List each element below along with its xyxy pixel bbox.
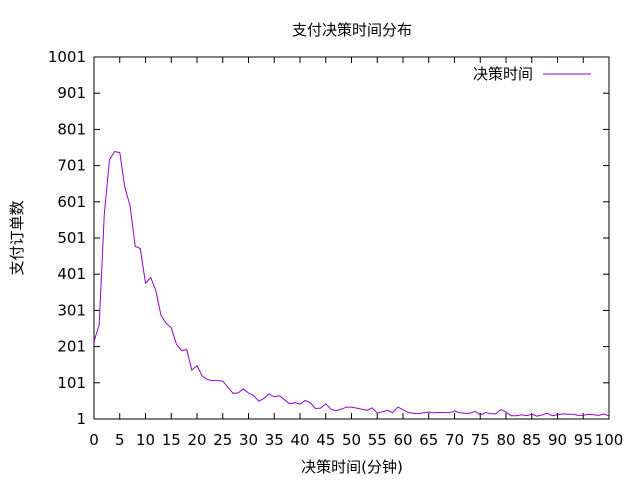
x-tick-label: 60 — [393, 431, 412, 449]
plot-frame — [93, 56, 610, 420]
x-tick-label: 15 — [162, 431, 181, 449]
y-tick-label: 601 — [57, 193, 86, 211]
x-tick-label: 30 — [239, 431, 258, 449]
y-tick-label: 201 — [57, 338, 86, 356]
y-tick-label: 1 — [76, 410, 86, 428]
x-tick-label: 75 — [471, 431, 490, 449]
x-tick-label: 80 — [496, 431, 515, 449]
axis-ticks — [93, 56, 610, 420]
legend: 决策时间 — [473, 65, 591, 83]
x-tick-labels: 0 5 10 15 20 25 30 35 40 45 50 55 60 65 70 75 80 85 90 95 10… — [89, 431, 623, 449]
x-tick-label: 35 — [265, 431, 284, 449]
x-tick-label: 40 — [290, 431, 309, 449]
x-tick-label: 25 — [213, 431, 232, 449]
series-layer — [93, 150, 610, 417]
x-tick-label: 95 — [574, 431, 593, 449]
x-tick-label: 50 — [342, 431, 361, 449]
y-tick-label: 301 — [57, 301, 86, 319]
y-tick-label: 501 — [57, 229, 86, 247]
y-tick-labels: 1 101 201 301 401 501 601 701 801 901 1001 — [48, 48, 86, 428]
y-tick-label: 1001 — [48, 48, 86, 66]
x-tick-label: 85 — [522, 431, 541, 449]
series-line — [93, 150, 610, 417]
y-tick-label: 701 — [57, 157, 86, 175]
x-tick-label: 10 — [136, 431, 155, 449]
x-tick-label: 70 — [445, 431, 464, 449]
x-tick-label: 5 — [115, 431, 125, 449]
legend-label: 决策时间 — [473, 65, 533, 83]
x-tick-label: 45 — [316, 431, 335, 449]
x-tick-label: 20 — [187, 431, 206, 449]
x-tick-label: 65 — [419, 431, 438, 449]
y-axis-label: 支付订单数 — [8, 200, 26, 275]
chart-title: 支付决策时间分布 — [292, 21, 412, 39]
y-tick-label: 901 — [57, 84, 86, 102]
x-tick-label: 0 — [89, 431, 99, 449]
y-tick-label: 401 — [57, 265, 86, 283]
y-tick-label: 801 — [57, 120, 86, 138]
x-tick-label: 100 — [595, 431, 624, 449]
x-tick-label: 90 — [548, 431, 567, 449]
y-tick-label: 101 — [57, 374, 86, 392]
x-axis-label: 决策时间(分钟) — [301, 458, 403, 476]
x-tick-label: 55 — [368, 431, 387, 449]
